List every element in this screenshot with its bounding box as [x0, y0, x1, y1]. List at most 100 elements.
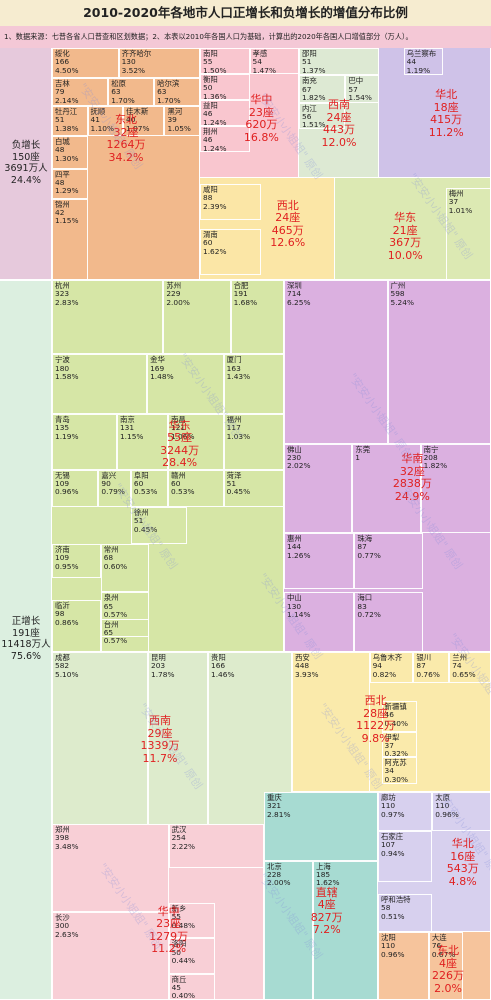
city-cell: 吉林 79 2.14% — [52, 78, 109, 106]
city-name: 菏泽 — [226, 470, 242, 480]
city-value: 79 — [55, 87, 65, 97]
city-value: 230 — [287, 452, 302, 462]
city-cell: 南充 67 1.82% — [299, 75, 346, 103]
city-pct: 0.57% — [103, 636, 128, 646]
city-label: 大连 76 0.67% — [432, 933, 455, 959]
city-label: 白城 48 1.30% — [55, 137, 78, 163]
city-label: 贵阳 166 1.46% — [211, 653, 235, 679]
city-pct: 0.77% — [357, 550, 381, 560]
city-pct: 0.96% — [381, 949, 405, 959]
city-label: 锦州 42 1.15% — [55, 200, 78, 226]
city-name: 海口 — [357, 593, 373, 603]
city-value: 65 — [103, 627, 114, 637]
city-cell: 呼和浩特 58 0.51% — [378, 894, 433, 932]
city-cell: 廊坊 110 0.97% — [378, 792, 433, 832]
city-cell: 嘉兴 90 0.79% — [98, 469, 131, 507]
region-block — [292, 652, 491, 792]
city-cell: 南京 131 1.15% — [116, 413, 168, 470]
city-label: 惠州 144 1.26% — [287, 533, 311, 560]
city-pct: 0.57% — [103, 610, 128, 620]
city-label: 衡阳 50 1.36% — [203, 75, 226, 99]
city-pct: 1.26% — [287, 550, 311, 560]
city-name: 郑州 — [55, 825, 70, 834]
city-name: 太原 — [435, 793, 451, 802]
city-label: 阿克苏 34 0.30% — [385, 758, 408, 782]
city-name: 衡阳 — [203, 75, 218, 84]
city-pct: 1.50% — [203, 65, 227, 74]
city-label: 常州 68 0.60% — [103, 545, 127, 571]
city-value: 166 — [55, 57, 70, 67]
city-value: 65 — [103, 601, 114, 611]
city-pct: 5.24% — [390, 297, 414, 307]
city-name: 牡丹江 — [55, 107, 78, 116]
city-name: 惠州 — [287, 533, 302, 543]
city-name: 梅州 — [448, 189, 464, 199]
city-name: 常州 — [103, 545, 119, 555]
city-name: 西安 — [295, 653, 310, 662]
city-cell: 西安 448 3.93% — [292, 652, 370, 792]
city-pct: 1.46% — [211, 669, 235, 679]
city-name: 益阳 — [203, 101, 218, 110]
city-cell: 珠海 87 0.77% — [354, 532, 423, 589]
city-cell: 福州 117 1.03% — [223, 413, 284, 470]
city-value: 63 — [157, 87, 167, 97]
region-block — [335, 178, 491, 280]
city-cell: 杭州 323 2.83% — [52, 280, 164, 355]
city-pct: 1.54% — [348, 92, 372, 102]
city-label: 乌兰察布 44 1.19% — [407, 49, 437, 74]
city-cell: 常州 68 0.60% — [100, 544, 150, 593]
city-name: 无锡 — [55, 470, 70, 480]
city-value: 163 — [226, 363, 241, 373]
city-pct: 1.43% — [226, 371, 251, 381]
city-name: 贵阳 — [211, 653, 226, 662]
city-pct: 2.22% — [171, 841, 196, 851]
city-cell: 巴中 57 1.54% — [345, 75, 379, 103]
city-label: 呼和浩特 58 0.51% — [381, 895, 411, 921]
city-name: 南昌 — [171, 414, 186, 424]
city-value: 51 — [55, 115, 65, 125]
city-cell: 兰州 74 0.65% — [449, 652, 491, 683]
city-pct: 1.47% — [252, 65, 276, 74]
city-value: 169 — [150, 363, 165, 373]
city-name: 新乡 — [171, 904, 187, 914]
city-label: 深圳 714 6.25% — [287, 281, 310, 307]
city-cell: 苏州 229 2.00% — [163, 280, 231, 355]
city-label: 中山 130 1.14% — [287, 594, 310, 619]
city-name: 巴中 — [348, 76, 364, 86]
city-name: 北京 — [267, 861, 282, 871]
city-label: 苏州 229 2.00% — [166, 281, 189, 307]
city-name: 乌鲁木齐 — [372, 653, 403, 662]
city-pct: 1.70% — [157, 95, 181, 105]
city-label: 四平 48 1.29% — [55, 170, 78, 196]
city-value: 130 — [287, 601, 302, 611]
region-block — [378, 792, 491, 932]
city-pct: 0.32% — [384, 749, 409, 757]
city-value: 254 — [171, 833, 186, 843]
city-label: 渭南 60 1.62% — [203, 230, 226, 256]
city-cell: 南昌 121 1.06% — [168, 413, 224, 470]
city-label: 梅州 37 1.01% — [448, 189, 472, 215]
city-cell: 洛阳 50 0.44% — [168, 938, 216, 974]
city-cell: 阜阳 60 0.53% — [130, 469, 168, 507]
city-label: 台州 65 0.57% — [103, 620, 128, 646]
city-label: 邵阳 51 1.37% — [302, 49, 325, 74]
city-pct: 1.68% — [233, 297, 258, 307]
city-name: 松原 — [111, 79, 127, 89]
city-name: 深圳 — [287, 281, 302, 290]
city-cell: 赣州 60 0.53% — [168, 469, 224, 507]
city-cell: 南宁 208 1.82% — [420, 443, 491, 533]
city-name: 成都 — [55, 653, 70, 662]
city-label: 福州 117 1.03% — [227, 415, 250, 441]
city-value: 60 — [133, 479, 144, 489]
city-value: 208 — [423, 452, 438, 462]
city-pct: 0.40% — [384, 718, 409, 728]
city-cell: 长沙 300 2.63% — [52, 912, 169, 1000]
city-name: 南京 — [119, 414, 135, 424]
city-name: 金华 — [150, 355, 165, 365]
city-pct: 1.78% — [151, 669, 175, 679]
city-label: 佛山 230 2.02% — [287, 445, 310, 471]
city-name: 新疆镇 — [384, 702, 407, 711]
treemap-chart: 负增长 150座 3691万人 24.4% 正增长 191座 11418万人 75.6% 绥化 1… — [0, 48, 491, 1000]
city-cell: 佛山 230 2.02% — [284, 443, 353, 533]
city-label: 牡丹江 51 1.38% — [55, 107, 78, 133]
